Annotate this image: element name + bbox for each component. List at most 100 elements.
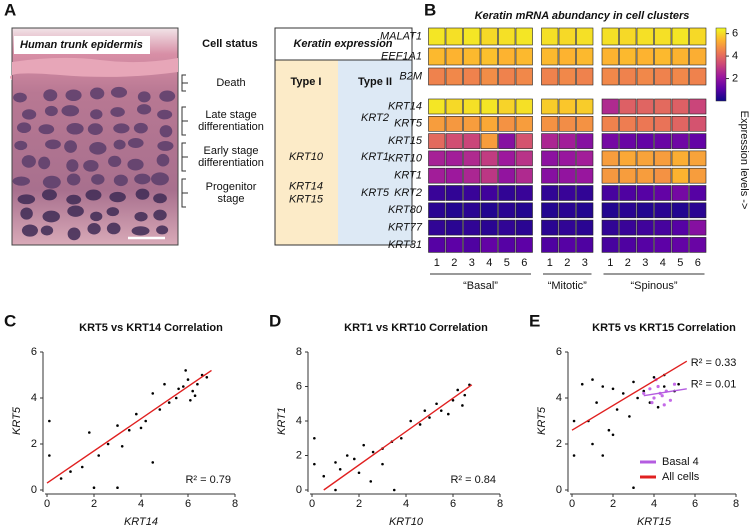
nucleus — [153, 193, 167, 204]
data-point — [595, 401, 598, 404]
heatmap-cell — [558, 27, 576, 46]
heatmap-cell — [654, 237, 672, 253]
nucleus — [67, 227, 81, 241]
data-point — [135, 412, 138, 416]
heatmap-cell — [515, 67, 533, 86]
data-point — [392, 488, 396, 492]
nucleus — [113, 123, 130, 134]
data-point — [48, 454, 51, 457]
heatmap-cell — [428, 167, 446, 184]
heatmap-cell — [636, 202, 654, 219]
nucleus — [153, 209, 167, 221]
nucleus — [12, 176, 30, 186]
heatmap-cell — [671, 185, 689, 201]
row-label: KRT2 — [394, 187, 422, 199]
column-label: 2 — [625, 257, 631, 269]
stage-label: differentiation — [198, 157, 264, 169]
heatmap-cell — [445, 202, 463, 219]
heatmap-cell — [636, 219, 654, 236]
heatmap-cell — [619, 202, 637, 219]
nucleus — [90, 87, 105, 100]
heatmap-cell — [636, 67, 654, 86]
nucleus — [106, 222, 121, 235]
nucleus — [13, 92, 27, 103]
annotation: R² = 0.84 — [450, 474, 496, 486]
data-point — [353, 457, 356, 461]
column-label: 1 — [434, 257, 440, 269]
histology-image — [10, 27, 179, 246]
heatmap-cell — [480, 167, 498, 184]
data-point — [184, 369, 187, 372]
data-point — [97, 454, 100, 457]
row-label: KRT31 — [388, 239, 422, 251]
data-point — [611, 433, 615, 437]
data-point — [120, 445, 124, 448]
nucleus — [21, 155, 36, 168]
heatmap-cell — [463, 202, 481, 219]
heatmap-cell — [463, 27, 481, 46]
nucleus — [21, 224, 38, 237]
heatmap-cell — [654, 27, 672, 46]
heatmap-cell — [601, 150, 619, 167]
heatmap-cell — [636, 27, 654, 46]
data-point — [668, 398, 673, 402]
nucleus — [91, 174, 105, 185]
panel-label: D — [269, 311, 281, 330]
nucleus — [83, 159, 99, 172]
keratin-gene: KRT5 — [361, 187, 390, 199]
data-point — [447, 412, 450, 416]
row-label: KRT77 — [388, 222, 423, 234]
heatmap-cell — [445, 116, 463, 132]
heatmap-cell — [619, 67, 637, 86]
nucleus — [66, 159, 79, 172]
y-tick-label: 2 — [556, 438, 562, 450]
keratin-gene: KRT15 — [289, 193, 324, 205]
data-point — [191, 389, 194, 393]
heatmap-cell — [689, 202, 707, 219]
nucleus — [61, 105, 80, 117]
stage-bracket — [181, 74, 188, 92]
data-point — [381, 462, 384, 466]
x-tick-label: 6 — [185, 498, 191, 510]
y-tick-label: 6 — [556, 346, 562, 358]
heatmap-cell — [515, 150, 533, 167]
data-point — [642, 391, 646, 395]
data-point — [660, 394, 664, 398]
heatmap-cell — [601, 67, 619, 86]
heatmap-cell — [636, 47, 654, 66]
data-point — [116, 424, 119, 427]
chart-title: KRT1 vs KRT10 Correlation — [344, 322, 488, 334]
stage-bracket — [181, 178, 188, 208]
fit-line — [323, 384, 473, 491]
heatmap-cell — [463, 237, 481, 253]
data-point — [628, 415, 631, 418]
heatmap-cell — [558, 185, 576, 201]
x-axis-label: KRT14 — [124, 516, 158, 528]
heatmap-cell — [428, 47, 446, 66]
data-point — [607, 428, 611, 432]
heatmap-cell — [576, 98, 594, 115]
data-point — [362, 443, 366, 447]
colorbar-tick-label: 4 — [732, 50, 738, 62]
heatmap-cell — [428, 98, 446, 115]
heatmap-cell — [515, 202, 533, 219]
nucleus — [131, 226, 150, 236]
nucleus — [134, 173, 151, 185]
nucleus — [127, 138, 144, 148]
heatmap-cell — [671, 116, 689, 132]
heatmap-cell — [558, 116, 576, 132]
data-point — [580, 382, 584, 386]
heatmap-cell — [445, 47, 463, 66]
nucleus — [137, 91, 151, 103]
heatmap-cell — [558, 167, 576, 184]
heatmap-cell — [480, 219, 498, 236]
heatmap-cell — [428, 219, 446, 236]
data-point — [313, 436, 316, 440]
nucleus — [42, 210, 60, 223]
y-tick-label: 4 — [31, 392, 37, 404]
heatmap-cell — [671, 98, 689, 115]
heatmap-cell — [689, 47, 707, 66]
data-point — [196, 382, 199, 386]
nucleus — [41, 189, 57, 201]
